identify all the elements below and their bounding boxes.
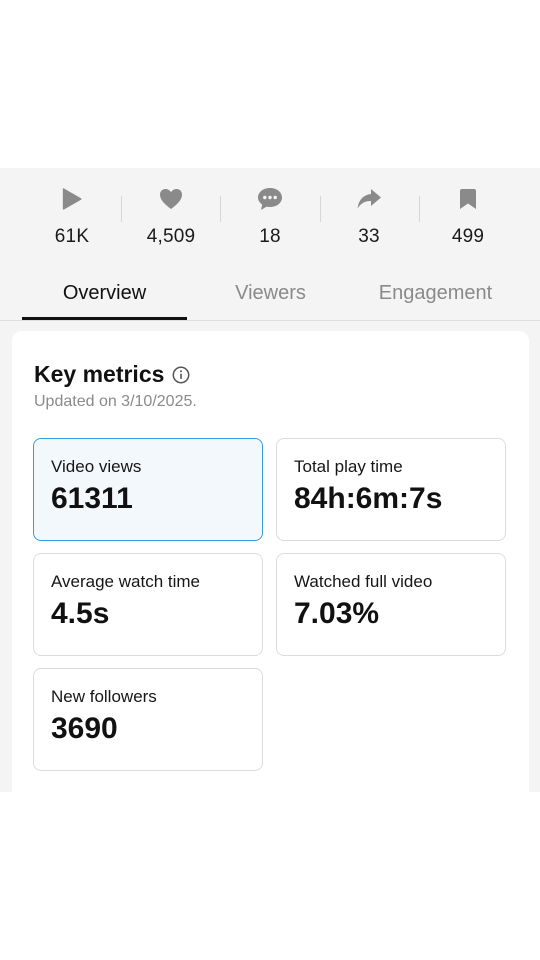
stat-plays: 61K: [22, 186, 122, 248]
metric-card-watched-full-video[interactable]: Watched full video 7.03%: [276, 553, 506, 656]
stat-divider: [220, 196, 221, 222]
analytics-panel: 61K 4,509 18 33 499: [0, 168, 540, 792]
stat-plays-count: 61K: [54, 226, 90, 247]
metric-card-video-views[interactable]: Video views 61311: [33, 438, 263, 541]
stat-comments: 18: [220, 186, 320, 248]
metric-value: 4.5s: [51, 597, 110, 630]
share-icon: [319, 186, 419, 212]
stat-divider: [320, 196, 321, 222]
metric-label: Total play time: [294, 457, 403, 476]
stat-shares: 33: [319, 186, 419, 248]
stat-shares-count: 33: [358, 226, 380, 247]
key-metrics-card: Key metrics Updated on 3/10/2025. Video …: [12, 331, 529, 792]
comment-icon: [220, 186, 320, 212]
metric-value: 3690: [51, 712, 118, 745]
stat-likes-count: 4,509: [146, 226, 196, 247]
tab-viewers[interactable]: Viewers: [235, 282, 306, 304]
tab-overview[interactable]: Overview: [62, 282, 147, 304]
stat-saves-count: 499: [451, 226, 485, 247]
stat-likes: 4,509: [121, 186, 221, 248]
play-icon: [22, 186, 122, 212]
metric-label: New followers: [51, 687, 157, 706]
updated-date: Updated on 3/10/2025.: [34, 393, 197, 410]
stat-saves: 499: [418, 186, 518, 248]
stats-bar: 61K 4,509 18 33 499: [0, 168, 540, 258]
metric-card-total-play-time[interactable]: Total play time 84h:6m:7s: [276, 438, 506, 541]
metric-value: 61311: [51, 482, 133, 515]
tab-bar: Overview Viewers Engagement: [0, 266, 540, 321]
stat-comments-count: 18: [259, 226, 281, 247]
active-tab-indicator: [22, 317, 187, 320]
stat-divider: [419, 196, 420, 222]
key-metrics-header: Key metrics: [34, 361, 190, 388]
metric-label: Watched full video: [294, 572, 433, 591]
tab-engagement[interactable]: Engagement: [378, 282, 493, 304]
metric-label: Average watch time: [51, 572, 200, 591]
metric-card-new-followers[interactable]: New followers 3690: [33, 668, 263, 771]
key-metrics-title: Key metrics: [34, 361, 165, 387]
metric-value: 84h:6m:7s: [294, 482, 443, 515]
info-icon[interactable]: [172, 366, 190, 384]
bookmark-icon: [418, 186, 518, 212]
stat-divider: [121, 196, 122, 222]
metric-value: 7.03%: [294, 597, 380, 630]
metric-label: Video views: [51, 457, 142, 476]
metric-card-average-watch-time[interactable]: Average watch time 4.5s: [33, 553, 263, 656]
heart-icon: [121, 186, 221, 212]
